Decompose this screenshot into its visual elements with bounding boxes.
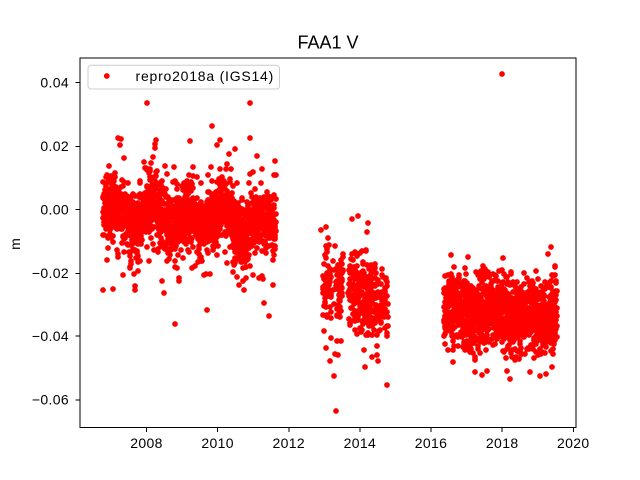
svg-text:2020: 2020	[557, 435, 590, 451]
svg-text:m: m	[7, 238, 23, 250]
svg-text:2008: 2008	[130, 435, 163, 451]
svg-text:FAA1 V: FAA1 V	[297, 33, 358, 53]
svg-text:−0.06: −0.06	[32, 392, 69, 408]
svg-text:0.00: 0.00	[40, 201, 69, 217]
svg-text:2012: 2012	[273, 435, 306, 451]
svg-text:repro2018a (IGS14): repro2018a (IGS14)	[136, 68, 275, 84]
svg-text:2018: 2018	[486, 435, 519, 451]
svg-text:−0.04: −0.04	[32, 328, 69, 344]
svg-text:2016: 2016	[415, 435, 448, 451]
svg-text:2010: 2010	[201, 435, 234, 451]
svg-text:2014: 2014	[344, 435, 377, 451]
svg-text:−0.02: −0.02	[32, 265, 69, 281]
svg-text:0.02: 0.02	[40, 138, 69, 154]
svg-text:0.04: 0.04	[40, 74, 69, 90]
